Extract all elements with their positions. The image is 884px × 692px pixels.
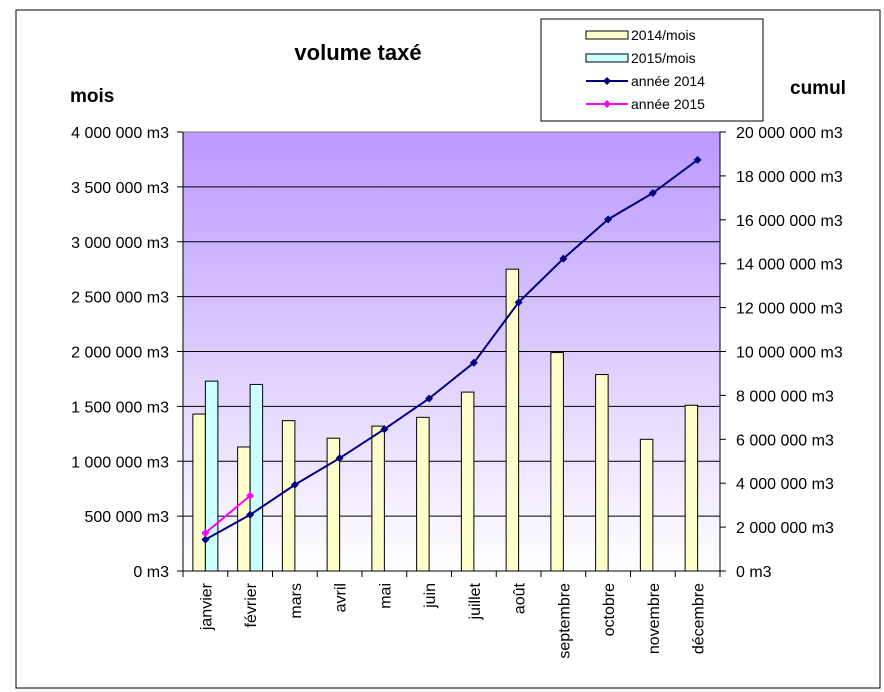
bar [550, 352, 564, 572]
legend-marker [603, 100, 611, 108]
bar [249, 383, 264, 572]
line-point [380, 425, 389, 434]
x-tick-label: mars [288, 583, 305, 619]
x-tick-label: septembre [556, 583, 573, 659]
left-tick-label: 1 500 000 m3 [71, 399, 169, 416]
bar [639, 438, 654, 572]
left-tick-label: 2 000 000 m3 [71, 345, 169, 362]
bar [684, 404, 699, 572]
line-point [604, 215, 613, 224]
left-tick-label: 2 500 000 m3 [71, 290, 169, 307]
line-point [514, 298, 523, 307]
left-tick-label: 4 000 000 m3 [71, 125, 169, 142]
legend-label: 2015/mois [631, 50, 696, 66]
bar [237, 446, 251, 572]
right-tick-label: 0 m3 [736, 564, 772, 581]
x-tick-label: janvier [198, 582, 215, 631]
right-axis-tick-labels: 0 m3 2 000 000 m3 4 000 000 m3 6 000 000 m3… [736, 125, 843, 581]
bar [416, 416, 430, 572]
right-tick-label: 20 000 000 m3 [736, 125, 843, 142]
right-tick-label: 16 000 000 m3 [736, 213, 843, 230]
line-point [469, 358, 478, 367]
bar [204, 380, 219, 572]
right-tick-label: 18 000 000 m3 [736, 169, 843, 186]
line-point [335, 454, 344, 463]
series-line [204, 159, 699, 541]
x-axis-tick-labels: janvier février mars avril mai juin juillet aoû… [198, 582, 707, 658]
bars [192, 268, 699, 572]
x-tick-label: novembre [646, 583, 663, 654]
x-tick-label: avril [333, 583, 350, 612]
line-point [246, 491, 255, 500]
left-axis-tick-labels: 0 m3 500 000 m3 1 000 000 m3 1 500 000 m3 2 … [71, 125, 169, 581]
line-point [290, 480, 299, 489]
line-point [425, 394, 434, 403]
legend-label: année 2015 [631, 96, 705, 112]
left-tick-label: 500 000 m3 [84, 509, 169, 526]
line-point [648, 189, 657, 198]
series-line [204, 494, 251, 534]
bar [281, 420, 296, 572]
right-tick-label: 12 000 000 m3 [736, 301, 843, 318]
x-tick-label: mai [377, 583, 394, 609]
right-tick-label: 8 000 000 m3 [736, 388, 834, 405]
right-tick-label: 14 000 000 m3 [736, 257, 843, 274]
x-tick-label: décembre [691, 583, 708, 654]
axes [177, 131, 726, 577]
legend-label: année 2014 [631, 73, 705, 89]
line-point [693, 155, 702, 164]
legend-marker [603, 77, 611, 85]
left-axis-title: mois [70, 86, 114, 107]
bar [460, 391, 475, 572]
right-tick-label: 4 000 000 m3 [736, 476, 834, 493]
right-tick-label: 10 000 000 m3 [736, 345, 843, 362]
gridlines [183, 131, 720, 517]
line-series [201, 155, 702, 544]
x-tick-label: février [243, 582, 260, 627]
x-tick-label: août [512, 582, 529, 614]
x-tick-label: octobre [601, 583, 618, 636]
bar [192, 413, 206, 572]
line-point [246, 510, 255, 519]
right-tick-label: 6 000 000 m3 [736, 432, 834, 449]
legend-swatch [585, 53, 629, 63]
bar [505, 268, 520, 572]
legend: 2014/mois 2015/mois année 2014 année 2015 [540, 18, 764, 122]
line-point [201, 529, 210, 538]
left-tick-label: 3 000 000 m3 [71, 235, 169, 252]
x-tick-label: juin [422, 583, 439, 609]
chart-title: volume taxé [294, 40, 421, 65]
right-axis-title: cumul [790, 78, 846, 99]
left-tick-label: 3 500 000 m3 [71, 180, 169, 197]
bar [595, 374, 609, 572]
legend-box [540, 18, 764, 122]
legend-label: 2014/mois [631, 27, 696, 43]
bar [371, 425, 385, 572]
legend-swatch [585, 30, 629, 40]
line-point [201, 535, 210, 544]
left-tick-label: 0 m3 [133, 564, 169, 581]
right-tick-label: 2 000 000 m3 [736, 520, 834, 537]
line-point [559, 254, 568, 263]
left-tick-label: 1 000 000 m3 [71, 454, 169, 471]
x-tick-label: juillet [467, 582, 484, 620]
